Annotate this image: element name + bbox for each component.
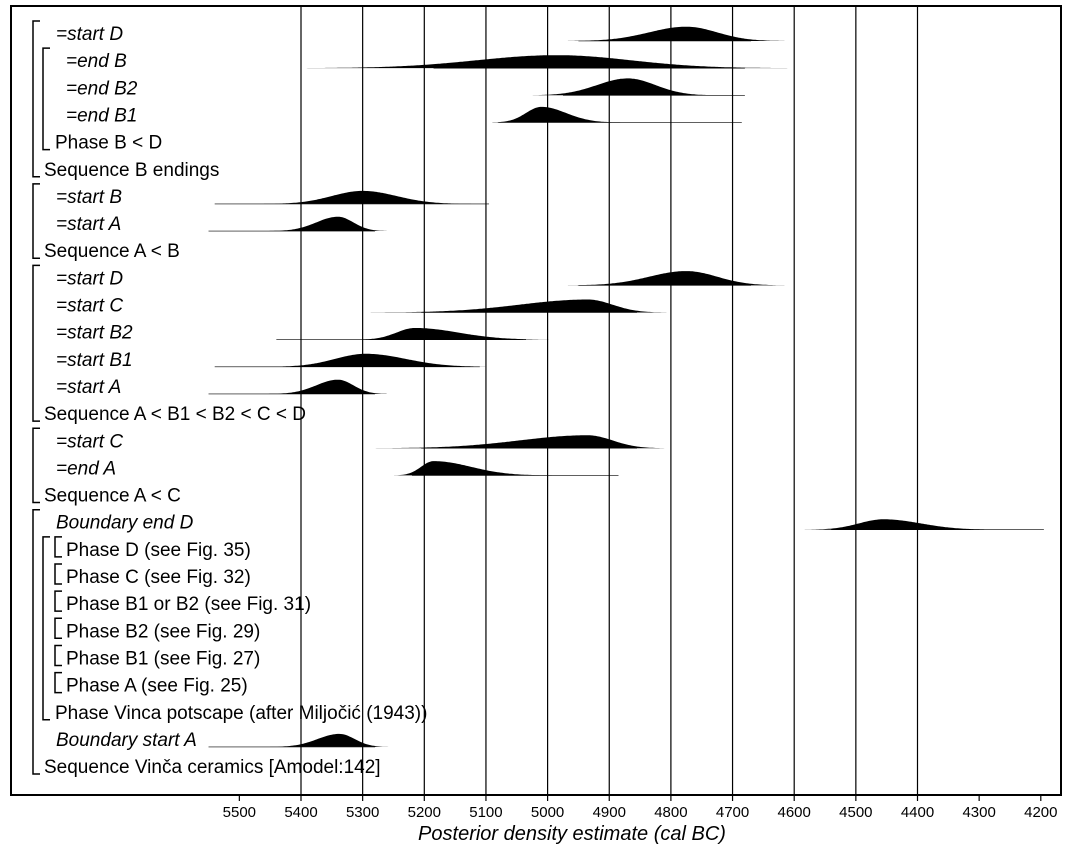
row-label: =start A [56, 377, 121, 398]
x-tick-label-4200: 4200 [1024, 804, 1057, 821]
row-label: Phase B1 (see Fig. 27) [66, 648, 260, 669]
grid-lines [300, 7, 919, 794]
bracket-phase-b-lt-d [42, 47, 50, 151]
row-label: =end B1 [66, 105, 137, 126]
row-label: Boundary start A [56, 730, 197, 751]
density--start-a [268, 379, 388, 394]
x-tick-label-4600: 4600 [778, 804, 811, 821]
density--start-b2 [355, 328, 554, 340]
row-label: Phase B < D [55, 133, 162, 154]
row-label: =start B [56, 187, 122, 208]
x-tick-label-5400: 5400 [284, 804, 317, 821]
density--start-d [567, 271, 785, 286]
bracket-sequence-a-lt-c [32, 427, 40, 504]
row-label: Phase B2 (see Fig. 29) [66, 621, 260, 642]
row-label: =start B2 [56, 323, 133, 344]
row-label: Sequence A < B1 < B2 < C < D [44, 404, 306, 425]
density--end-b [300, 55, 794, 69]
density--end-a [394, 461, 552, 476]
row-label: =start A [56, 214, 121, 235]
x-tick-label-5500: 5500 [223, 804, 256, 821]
density--start-c [370, 299, 667, 313]
density--start-b1 [267, 353, 494, 367]
density--start-d [567, 26, 785, 41]
row-label: =start C [56, 296, 123, 317]
row-labels: =start D =end B =end B2 =end B1 Phase B < D S… [44, 24, 427, 778]
row-label: =end B [66, 51, 127, 72]
bracket-sub-phase [54, 671, 62, 694]
row-label: =end B2 [66, 78, 138, 99]
x-tick-label-4500: 4500 [839, 804, 872, 821]
row-label: =start B1 [56, 350, 133, 371]
distributions [208, 26, 1044, 748]
bracket-sequence-vinca [32, 508, 40, 775]
row-label: =start D [56, 268, 123, 289]
row-label: =start D [56, 24, 123, 45]
density--end-b1 [492, 106, 621, 123]
x-tick-label-5300: 5300 [346, 804, 379, 821]
x-tick-label-4900: 4900 [593, 804, 626, 821]
density--start-c [370, 435, 667, 449]
row-label: Phase Vinca potscape (after Miljočić (19… [55, 703, 427, 724]
bracket-sequence-b-endings [32, 20, 40, 178]
density--end-b2 [529, 78, 717, 96]
x-tick-label-5000: 5000 [531, 804, 564, 821]
x-axis-label: Posterior density estimate (cal BC) [418, 823, 726, 845]
row-label: Phase C (see Fig. 32) [66, 567, 251, 588]
row-label: =end A [56, 458, 116, 479]
x-tick-label-4700: 4700 [716, 804, 749, 821]
density-boundary-end-d [804, 519, 1002, 530]
row-label: Sequence A < C [44, 486, 181, 507]
density--start-b [264, 190, 472, 204]
plot-frame [10, 5, 1062, 796]
bracket-sub-phase [54, 536, 62, 558]
x-tick-label-4800: 4800 [654, 804, 687, 821]
x-tick-label-4300: 4300 [962, 804, 995, 821]
row-label: Sequence Vinča ceramics [Amodel:142] [44, 757, 381, 778]
row-label: Phase D (see Fig. 35) [66, 540, 251, 561]
bracket-phase-vinca-potscape [42, 536, 50, 721]
bracket-sequence-a-lt-b [32, 183, 40, 259]
bracket-sub-phase [54, 617, 62, 640]
x-tick-label-5200: 5200 [408, 804, 441, 821]
row-label: Boundary end D [56, 513, 194, 534]
row-label: =start C [56, 431, 123, 452]
row-label: Sequence B endings [44, 160, 219, 181]
density-boundary-start-a [270, 733, 389, 747]
x-axis-ticks: 5500 5400 5300 5200 5100 5000 4900 4800 4700 4600… [223, 795, 1057, 821]
bracket-sequence-a-b1-b2-c-d [32, 264, 40, 422]
row-label: Phase B1 or B2 (see Fig. 31) [66, 594, 311, 615]
bracket-sub-phase [54, 590, 62, 612]
x-tick-label-5100: 5100 [469, 804, 502, 821]
row-label: Sequence A < B [44, 241, 180, 262]
grouping-brackets [32, 20, 62, 775]
bracket-sub-phase [54, 563, 62, 585]
bracket-sub-phase [54, 644, 62, 667]
density--start-a [268, 216, 388, 232]
row-label: Phase A (see Fig. 25) [66, 676, 248, 697]
x-tick-label-4400: 4400 [901, 804, 934, 821]
